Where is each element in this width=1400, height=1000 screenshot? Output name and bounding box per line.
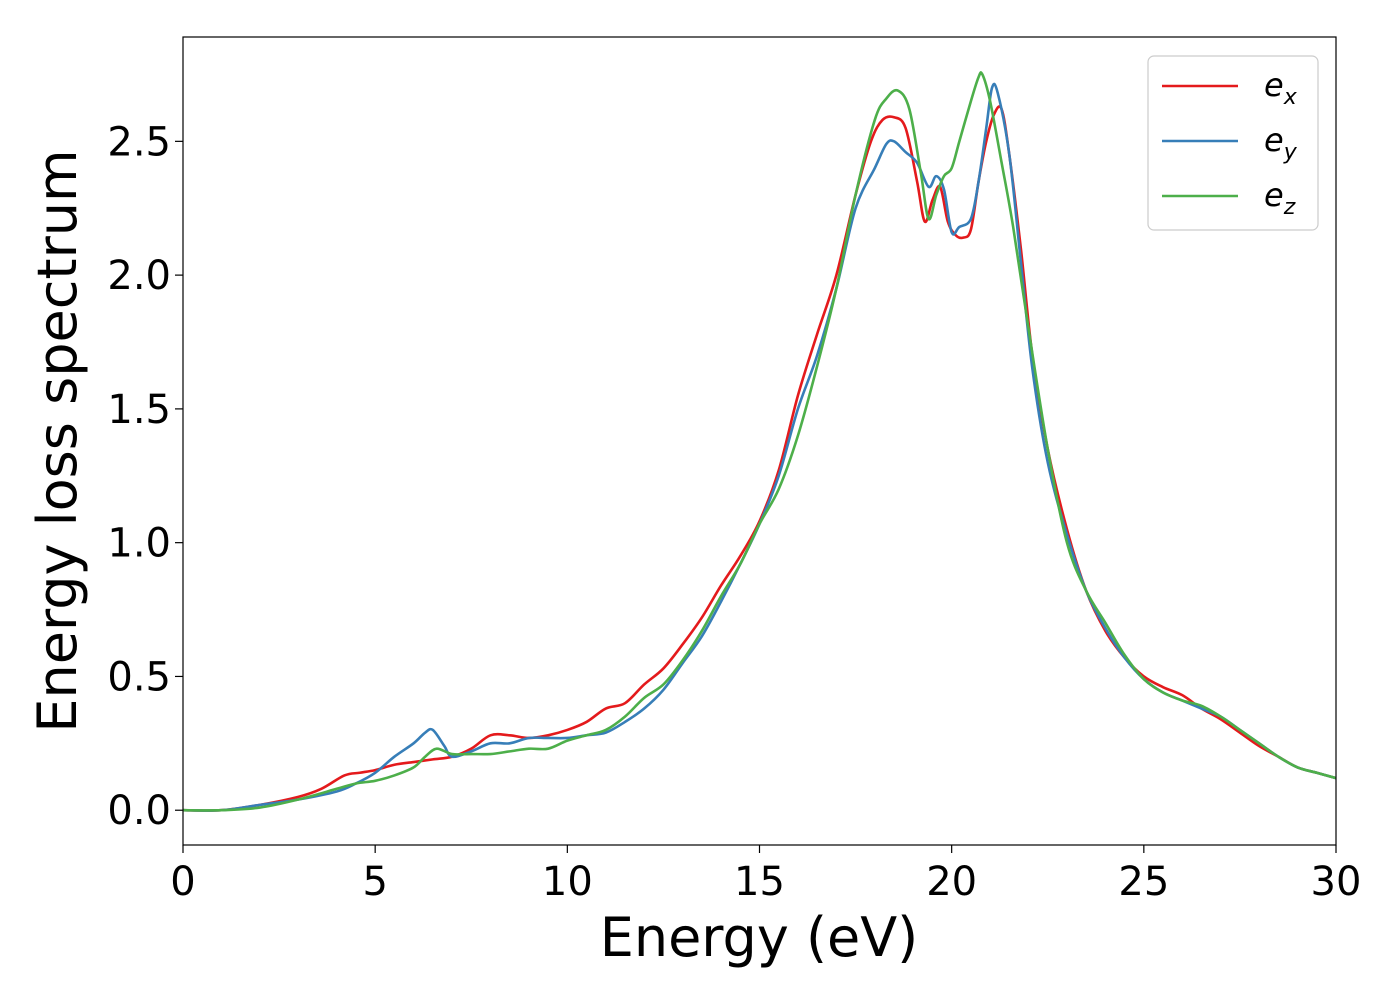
legend-label-e-x: ex bbox=[1264, 66, 1298, 110]
plot-area bbox=[183, 37, 1336, 845]
y-tick-label: 0.0 bbox=[107, 788, 171, 834]
y-axis-label: Energy loss spectrum bbox=[26, 149, 89, 732]
y-tick-label: 0.5 bbox=[107, 654, 171, 700]
x-tick-label: 20 bbox=[926, 859, 977, 905]
y-tick-label: 2.0 bbox=[107, 253, 171, 299]
legend-label-e-y: ey bbox=[1264, 121, 1298, 165]
y-tick-label: 1.0 bbox=[107, 521, 171, 567]
x-tick-label: 0 bbox=[170, 859, 195, 905]
legend-label-e-z: ez bbox=[1264, 176, 1296, 220]
x-axis-ticks: 0 5 10 15 20 25 30 bbox=[170, 845, 1361, 905]
y-tick-label: 2.5 bbox=[107, 119, 171, 165]
x-tick-label: 10 bbox=[542, 859, 593, 905]
legend-box bbox=[1147, 55, 1319, 231]
x-tick-label: 30 bbox=[1311, 859, 1362, 905]
series-line-e-z bbox=[183, 71, 1336, 812]
x-tick-label: 25 bbox=[1118, 859, 1169, 905]
x-tick-label: 15 bbox=[734, 859, 785, 905]
x-axis-label: Energy (eV) bbox=[600, 906, 919, 969]
series-layer bbox=[183, 71, 1336, 812]
legend: ex ey ez bbox=[1147, 55, 1319, 231]
y-axis-ticks: 0.0 0.5 1.0 1.5 2.0 2.5 bbox=[107, 119, 183, 834]
x-tick-label: 5 bbox=[362, 859, 387, 905]
y-tick-label: 1.5 bbox=[107, 387, 171, 433]
series-line-e-y bbox=[183, 82, 1336, 812]
